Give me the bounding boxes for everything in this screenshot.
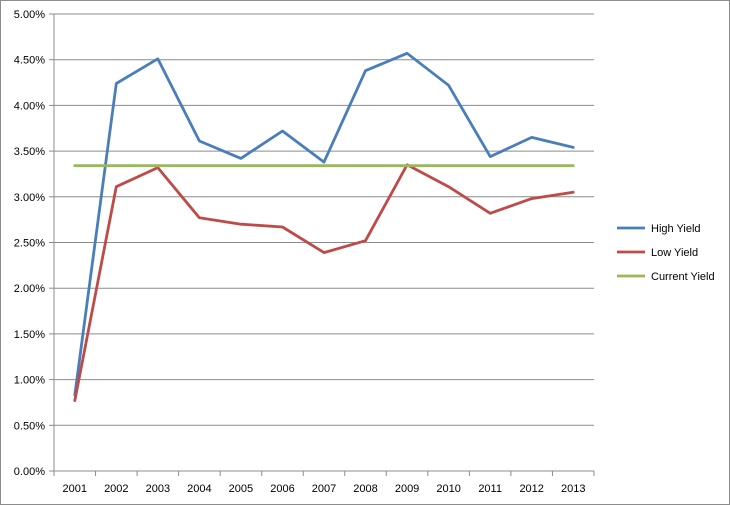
y-tick-label: 4.00%: [14, 100, 45, 112]
y-tick-label: 2.50%: [14, 238, 45, 250]
x-tick-label: 2002: [104, 483, 128, 495]
x-tick-label: 2003: [146, 483, 170, 495]
y-tick-label: 3.00%: [14, 192, 45, 204]
x-tick-label: 2013: [561, 483, 585, 495]
y-tick-label: 1.00%: [14, 375, 45, 387]
y-tick-label: 3.50%: [14, 146, 45, 158]
y-tick-label: 0.00%: [14, 466, 45, 478]
legend-label-high-yield: High Yield: [651, 223, 701, 235]
series-line-low-yield: [73, 163, 575, 403]
x-tick-label: 2009: [395, 483, 419, 495]
x-tick-label: 2005: [229, 483, 253, 495]
x-tick-label: 2004: [187, 483, 211, 495]
x-tick-label: 2008: [353, 483, 377, 495]
y-tick-label: 4.50%: [14, 55, 45, 67]
x-tick-label: 2010: [436, 483, 460, 495]
legend-label-current-yield: Current Yield: [651, 271, 715, 283]
y-tick-labels: 0.00% 0.50% 1.00% 1.50% 2.00% 2.50% 3.00% 3.50%…: [14, 9, 54, 478]
legend-label-low-yield: Low Yield: [651, 247, 698, 259]
x-tick-label: 2011: [478, 483, 502, 495]
x-tick-label: 2007: [312, 483, 336, 495]
legend: High Yield Low Yield Current Yield: [617, 223, 715, 283]
grid-lines: [54, 13, 594, 426]
y-tick-label: 1.50%: [14, 329, 45, 341]
x-tick-labels: 2001 2002 2003 2004 2005 2006 2007 2008 2009 2010…: [53, 471, 595, 495]
x-tick-label: 2001: [63, 483, 87, 495]
series-line-high-yield: [73, 51, 575, 397]
y-tick-label: 2.00%: [14, 283, 45, 295]
y-tick-label: 5.00%: [14, 9, 45, 21]
series-lines: [73, 51, 575, 403]
x-tick-label: 2006: [270, 483, 294, 495]
y-tick-label: 0.50%: [14, 420, 45, 432]
x-tick-label: 2012: [519, 483, 543, 495]
